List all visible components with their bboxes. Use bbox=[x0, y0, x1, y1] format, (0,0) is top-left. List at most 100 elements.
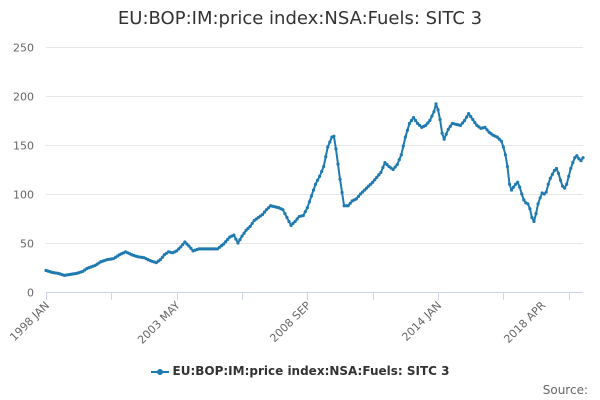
data-point[interactable] bbox=[289, 223, 293, 227]
data-point[interactable] bbox=[563, 186, 567, 190]
data-point[interactable] bbox=[499, 139, 503, 143]
data-point[interactable] bbox=[324, 155, 328, 159]
data-point[interactable] bbox=[326, 145, 330, 149]
data-point[interactable] bbox=[354, 197, 358, 201]
data-point[interactable] bbox=[236, 241, 240, 245]
data-point[interactable] bbox=[385, 163, 389, 167]
data-point[interactable] bbox=[526, 202, 530, 206]
data-point[interactable] bbox=[473, 120, 477, 125]
data-point[interactable] bbox=[426, 121, 430, 125]
data-point[interactable] bbox=[293, 219, 297, 224]
data-point[interactable] bbox=[560, 184, 565, 188]
data-point[interactable] bbox=[338, 177, 342, 181]
data-point[interactable] bbox=[556, 171, 561, 176]
data-point[interactable] bbox=[577, 157, 581, 161]
data-point[interactable] bbox=[573, 156, 577, 160]
data-point[interactable] bbox=[181, 242, 185, 247]
data-point[interactable] bbox=[393, 165, 397, 169]
data-point[interactable] bbox=[567, 174, 571, 178]
data-point[interactable] bbox=[369, 182, 373, 186]
data-point[interactable] bbox=[240, 234, 244, 238]
data-point[interactable] bbox=[391, 167, 395, 172]
data-point[interactable] bbox=[356, 194, 360, 199]
data-point[interactable] bbox=[467, 112, 471, 116]
data-point[interactable] bbox=[234, 237, 238, 241]
data-point[interactable] bbox=[418, 123, 422, 127]
data-point[interactable] bbox=[309, 194, 314, 198]
data-point[interactable] bbox=[516, 180, 520, 184]
data-point[interactable] bbox=[346, 204, 350, 208]
data-point[interactable] bbox=[232, 233, 236, 237]
data-point[interactable] bbox=[442, 137, 446, 141]
data-point[interactable] bbox=[534, 212, 538, 216]
data-point[interactable] bbox=[160, 255, 164, 259]
data-point[interactable] bbox=[558, 178, 563, 182]
data-point[interactable] bbox=[250, 221, 254, 225]
data-point[interactable] bbox=[375, 175, 379, 179]
data-point[interactable] bbox=[185, 242, 189, 246]
data-point[interactable] bbox=[569, 166, 573, 171]
data-point[interactable] bbox=[544, 190, 548, 194]
data-point[interactable] bbox=[187, 244, 191, 248]
data-point[interactable] bbox=[311, 188, 316, 192]
data-point[interactable] bbox=[520, 192, 524, 196]
data-point[interactable] bbox=[446, 127, 450, 131]
data-point[interactable] bbox=[362, 188, 367, 192]
data-point[interactable] bbox=[264, 208, 269, 212]
data-point[interactable] bbox=[522, 198, 526, 202]
data-point[interactable] bbox=[322, 164, 326, 169]
data-point[interactable] bbox=[424, 123, 428, 127]
data-point[interactable] bbox=[381, 165, 385, 170]
data-point[interactable] bbox=[518, 185, 522, 189]
data-point[interactable] bbox=[428, 118, 432, 123]
data-point[interactable] bbox=[411, 115, 416, 120]
data-point[interactable] bbox=[303, 210, 307, 214]
data-point[interactable] bbox=[183, 240, 187, 244]
data-point[interactable] bbox=[364, 186, 369, 190]
data-point[interactable] bbox=[367, 184, 371, 188]
data-point[interactable] bbox=[458, 123, 463, 127]
data-point[interactable] bbox=[471, 117, 475, 122]
data-point[interactable] bbox=[409, 118, 414, 123]
data-point[interactable] bbox=[548, 176, 552, 180]
data-point[interactable] bbox=[179, 245, 183, 249]
data-point[interactable] bbox=[536, 202, 540, 206]
data-point[interactable] bbox=[432, 110, 436, 114]
data-point[interactable] bbox=[579, 159, 583, 163]
data-point[interactable] bbox=[262, 210, 267, 214]
data-point[interactable] bbox=[530, 215, 534, 220]
data-point[interactable] bbox=[462, 118, 467, 123]
data-point[interactable] bbox=[307, 200, 311, 204]
data-point[interactable] bbox=[434, 102, 438, 106]
data-point[interactable] bbox=[554, 166, 559, 171]
data-point[interactable] bbox=[266, 206, 271, 210]
data-point[interactable] bbox=[528, 207, 532, 211]
data-point[interactable] bbox=[542, 192, 546, 196]
data-point[interactable] bbox=[395, 163, 399, 167]
data-point[interactable] bbox=[336, 162, 340, 166]
data-point[interactable] bbox=[460, 121, 465, 125]
data-point[interactable] bbox=[552, 168, 557, 173]
data-point[interactable] bbox=[291, 221, 295, 225]
data-point[interactable] bbox=[383, 161, 387, 165]
data-point[interactable] bbox=[430, 114, 434, 118]
data-point[interactable] bbox=[501, 145, 505, 149]
data-point[interactable] bbox=[532, 219, 536, 224]
data-point[interactable] bbox=[507, 182, 512, 186]
data-point[interactable] bbox=[469, 114, 473, 119]
data-point[interactable] bbox=[495, 135, 499, 139]
data-point[interactable] bbox=[283, 212, 287, 216]
data-point[interactable] bbox=[305, 206, 309, 210]
data-point[interactable] bbox=[358, 192, 363, 196]
data-point[interactable] bbox=[407, 121, 412, 126]
data-point[interactable] bbox=[444, 132, 448, 136]
data-point[interactable] bbox=[285, 215, 289, 220]
data-point[interactable] bbox=[565, 182, 569, 186]
data-point[interactable] bbox=[514, 182, 518, 186]
data-point[interactable] bbox=[260, 212, 265, 217]
data-point[interactable] bbox=[550, 172, 554, 176]
data-point[interactable] bbox=[248, 224, 252, 228]
data-point[interactable] bbox=[320, 169, 324, 174]
data-point[interactable] bbox=[438, 117, 442, 122]
data-point[interactable] bbox=[509, 188, 514, 192]
